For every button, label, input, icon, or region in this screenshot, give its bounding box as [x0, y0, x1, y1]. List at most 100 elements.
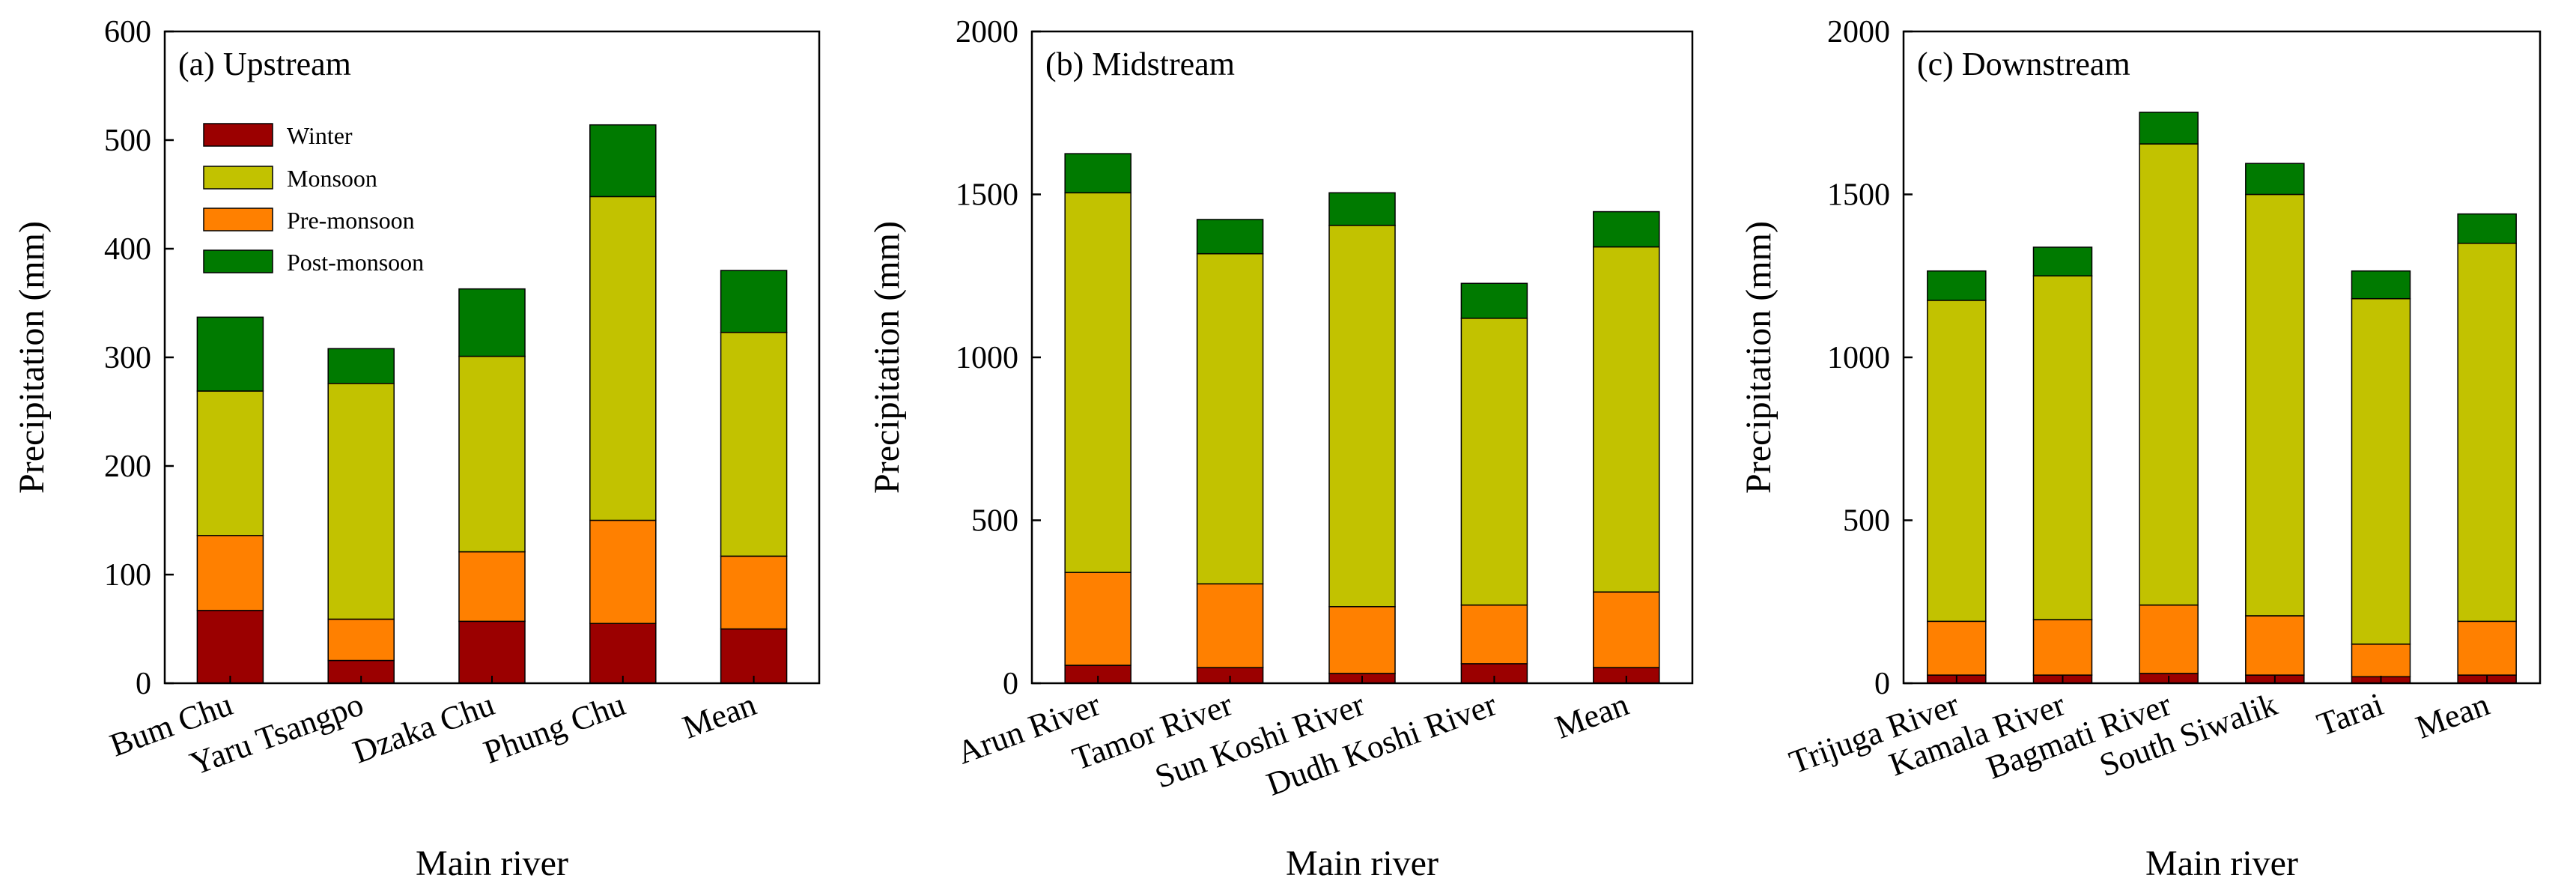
bar-midstream-sun-koshi-river-pre-monsoon: [1328, 606, 1396, 674]
y-tick-label: 1000: [956, 341, 1018, 375]
bar-downstream-mean-monsoon: [2457, 243, 2517, 623]
bar-midstream-tamor-river-post-monsoon: [1196, 219, 1264, 255]
y-tick-label: 500: [1843, 504, 1890, 539]
bar-downstream-bagmati-river-post-monsoon: [2139, 112, 2199, 145]
legend-swatch-monsoon: [203, 166, 273, 190]
bar-midstream-arun-river-monsoon: [1064, 192, 1131, 573]
bar-midstream-mean-post-monsoon: [1593, 211, 1660, 248]
bar-downstream-trijuga-river-post-monsoon: [1927, 270, 1987, 301]
bar-upstream-bum-chu-pre-monsoon: [196, 535, 264, 611]
y-ticks-upstream: 0 100 200 300 400 500 600: [104, 15, 174, 701]
bar-midstream-mean-pre-monsoon: [1593, 591, 1660, 668]
bar-downstream-tarai-monsoon: [2351, 297, 2411, 645]
y-ticks-midstream: 0 500 1000 1500 2000: [956, 15, 1041, 701]
bar-downstream-bagmati-river-monsoon: [2139, 143, 2199, 606]
y-tick-label: 1500: [1827, 178, 1890, 213]
bar-upstream-bum-chu-monsoon: [196, 390, 264, 536]
bar-upstream-yaru-tsangpo-post-monsoon: [327, 348, 395, 384]
bar-midstream-arun-river-pre-monsoon: [1064, 572, 1131, 666]
legend-label-post-monsoon: Post-monsoon: [287, 249, 424, 276]
y-tick-label: 600: [104, 15, 151, 49]
y-tick-label: 200: [104, 449, 151, 484]
y-tick-label: 500: [971, 504, 1018, 539]
legend: Winter Monsoon Pre-monsoon Post-monsoon: [203, 122, 424, 276]
panel-title-midstream: (b) Midstream: [1045, 46, 1235, 82]
bar-midstream-sun-koshi-river-monsoon: [1328, 225, 1396, 608]
bar-upstream-dzaka-chu-post-monsoon: [458, 288, 526, 357]
x-axis-title-upstream: Main river: [416, 844, 568, 883]
x-tick-label: Mean: [1550, 685, 1633, 745]
bar-upstream-mean-post-monsoon: [720, 270, 788, 333]
x-axis-title-midstream: Main river: [1286, 844, 1439, 883]
bar-downstream-tarai-post-monsoon: [2351, 270, 2411, 300]
y-tick-label: 1500: [956, 178, 1018, 213]
bar-upstream-phung-chu-winter: [589, 623, 657, 684]
bar-upstream-yaru-tsangpo-pre-monsoon: [327, 618, 395, 662]
bar-upstream-phung-chu-post-monsoon: [589, 124, 657, 198]
y-tick-label: 400: [104, 232, 151, 267]
y-tick-label: 500: [104, 124, 151, 158]
bar-downstream-bagmati-river-pre-monsoon: [2139, 604, 2199, 674]
bar-downstream-trijuga-river-pre-monsoon: [1927, 620, 1987, 676]
x-tick-label: Mean: [678, 685, 761, 745]
bars-downstream: [1927, 112, 2517, 684]
bar-midstream-tamor-river-pre-monsoon: [1196, 583, 1264, 668]
legend-item-winter: Winter: [203, 122, 353, 149]
legend-swatch-winter: [203, 123, 273, 147]
bars-midstream: [1064, 153, 1660, 684]
bar-upstream-dzaka-chu-pre-monsoon: [458, 551, 526, 623]
legend-label-pre-monsoon: Pre-monsoon: [287, 207, 415, 234]
y-tick-label: 0: [136, 667, 151, 701]
bar-upstream-mean-monsoon: [720, 331, 788, 557]
bar-midstream-dudh-koshi-river-monsoon: [1460, 318, 1528, 606]
y-tick-label: 300: [104, 341, 151, 375]
bar-midstream-mean-monsoon: [1593, 246, 1660, 593]
panel-title-upstream: (a) Upstream: [178, 46, 351, 82]
bar-midstream-dudh-koshi-river-post-monsoon: [1460, 282, 1528, 319]
legend-swatch-post-monsoon: [203, 249, 273, 273]
legend-item-monsoon: Monsoon: [203, 165, 377, 192]
legend-label-monsoon: Monsoon: [287, 165, 377, 192]
y-tick-label: 1000: [1827, 341, 1890, 375]
y-tick-label: 0: [1874, 667, 1890, 701]
x-tick-label: Tarai: [2312, 685, 2388, 743]
panel-title-downstream: (c) Downstream: [1917, 46, 2130, 82]
bar-upstream-phung-chu-pre-monsoon: [589, 519, 657, 624]
bar-upstream-bum-chu-post-monsoon: [196, 316, 264, 392]
bar-downstream-kamala-river-monsoon: [2032, 275, 2093, 620]
y-tick-label: 2000: [956, 15, 1018, 49]
bar-midstream-sun-koshi-river-post-monsoon: [1328, 192, 1396, 226]
x-tick-label: Phung Chu: [479, 685, 631, 770]
y-axis-title-midstream: Precipitation (mm): [867, 221, 907, 494]
bar-downstream-trijuga-river-monsoon: [1927, 300, 1987, 623]
bar-downstream-tarai-pre-monsoon: [2351, 644, 2411, 678]
bar-upstream-mean-winter: [720, 628, 788, 684]
bar-midstream-tamor-river-monsoon: [1196, 252, 1264, 585]
bar-downstream-south-siwalik-pre-monsoon: [2245, 615, 2305, 676]
bar-upstream-phung-chu-monsoon: [589, 196, 657, 521]
y-tick-label: 2000: [1827, 15, 1890, 49]
y-tick-label: 100: [104, 558, 151, 593]
bar-downstream-kamala-river-pre-monsoon: [2032, 619, 2093, 676]
bar-midstream-dudh-koshi-river-pre-monsoon: [1460, 604, 1528, 665]
x-axis-title-downstream: Main river: [2145, 844, 2298, 883]
x-tick-label: Mean: [2411, 685, 2494, 745]
x-tick-label: Dzaka Chu: [348, 685, 499, 770]
bars-upstream: [196, 124, 788, 684]
y-axis-title-downstream: Precipitation (mm): [1739, 221, 1778, 494]
bar-upstream-dzaka-chu-monsoon: [458, 355, 526, 553]
legend-label-winter: Winter: [287, 122, 353, 149]
bar-downstream-kamala-river-post-monsoon: [2032, 246, 2093, 276]
bar-downstream-mean-pre-monsoon: [2457, 620, 2517, 676]
bar-upstream-yaru-tsangpo-monsoon: [327, 383, 395, 620]
y-ticks-downstream: 0 500 1000 1500 2000: [1827, 15, 1913, 701]
bar-upstream-dzaka-chu-winter: [458, 620, 526, 684]
legend-swatch-pre-monsoon: [203, 208, 273, 231]
bar-downstream-mean-post-monsoon: [2457, 213, 2517, 244]
